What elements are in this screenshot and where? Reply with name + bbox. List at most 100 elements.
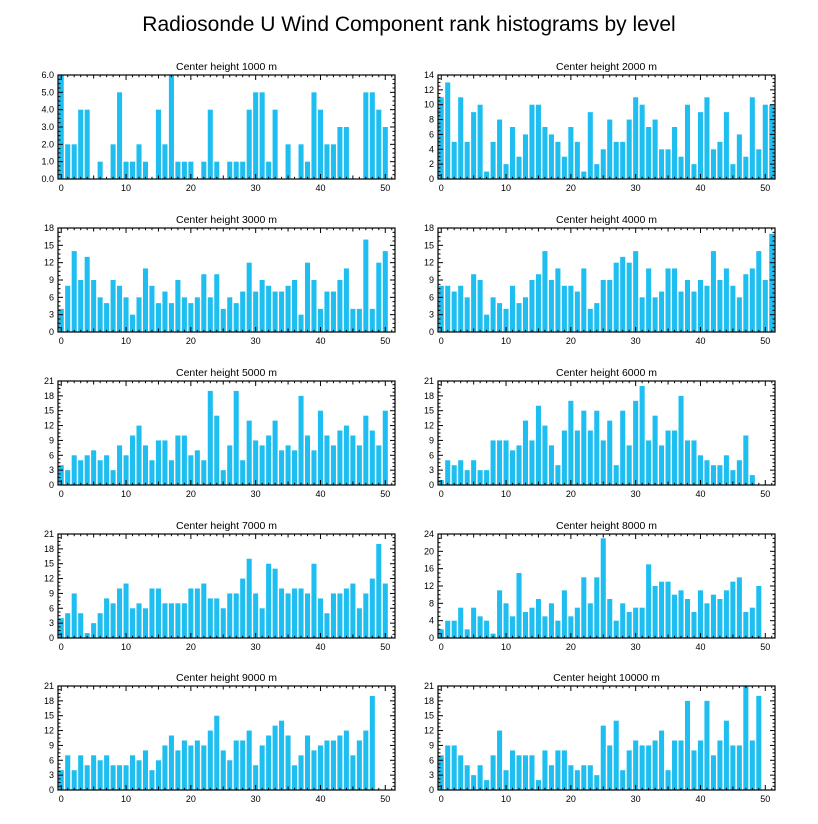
bar: [678, 395, 684, 485]
x-tick-label: 30: [251, 642, 261, 652]
y-tick-label: 16: [424, 564, 434, 574]
bar: [503, 770, 509, 790]
bar: [471, 274, 477, 332]
bar: [542, 127, 548, 179]
bar: [555, 465, 561, 485]
bar: [600, 538, 606, 638]
bar: [646, 564, 652, 638]
bar: [194, 740, 200, 790]
bar: [130, 608, 136, 638]
bar: [227, 445, 233, 485]
bar: [743, 686, 749, 790]
bar: [155, 303, 161, 332]
bar: [272, 420, 278, 485]
bar: [330, 445, 336, 485]
bar: [136, 603, 142, 638]
x-tick-label: 40: [695, 642, 705, 652]
bar: [659, 149, 665, 179]
bar: [194, 588, 200, 638]
bar: [607, 280, 613, 332]
bar: [337, 593, 343, 638]
y-tick-label: 24: [424, 529, 434, 539]
bar: [162, 603, 168, 638]
x-tick-label: 40: [695, 794, 705, 804]
bar: [168, 75, 174, 179]
x-tick-label: 20: [186, 183, 196, 193]
bar: [477, 616, 483, 638]
x-tick-label: 40: [315, 642, 325, 652]
bar: [691, 612, 697, 638]
bar: [529, 607, 535, 638]
bar: [587, 112, 593, 179]
bar: [91, 755, 97, 790]
bar: [633, 97, 639, 179]
y-tick-label: 12: [44, 421, 54, 431]
bar: [704, 700, 710, 790]
bar: [626, 445, 632, 485]
bar: [317, 598, 323, 638]
bar: [207, 390, 213, 485]
bar: [266, 735, 272, 790]
y-tick-label: 6: [49, 292, 54, 302]
bar: [600, 280, 606, 332]
y-tick-label: 0: [49, 633, 54, 643]
bar: [464, 629, 470, 638]
bar: [620, 603, 626, 638]
x-tick-label: 0: [59, 642, 64, 652]
y-tick-label: 2.0: [41, 139, 54, 149]
bar: [743, 274, 749, 332]
bar: [626, 750, 632, 790]
bar: [730, 745, 736, 790]
bar: [710, 755, 716, 790]
bar: [240, 161, 246, 179]
bar: [717, 280, 723, 332]
y-tick-label: 18: [424, 696, 434, 706]
bar: [723, 455, 729, 485]
bar: [220, 308, 226, 332]
y-tick-label: 6: [429, 129, 434, 139]
bar: [542, 425, 548, 485]
bar: [104, 755, 110, 790]
bar: [343, 588, 349, 638]
bar: [142, 268, 149, 332]
bar: [522, 420, 529, 485]
bar: [175, 435, 181, 485]
bar: [246, 109, 252, 179]
x-tick-label: 20: [566, 794, 576, 804]
bar: [451, 620, 457, 638]
bar: [181, 435, 187, 485]
bar: [240, 460, 246, 485]
bar: [350, 435, 356, 485]
bar: [484, 470, 490, 485]
x-tick-label: 0: [439, 794, 444, 804]
bar: [458, 285, 464, 332]
bar: [613, 141, 619, 179]
bar: [600, 149, 606, 179]
bar: [730, 285, 736, 332]
bar: [324, 435, 330, 485]
x-tick-label: 30: [251, 794, 261, 804]
y-tick-label: 21: [44, 529, 54, 539]
bar: [181, 603, 187, 638]
x-tick-label: 40: [695, 336, 705, 346]
chart-panel: Center height 6000 m 0 10 20 30 40 50 0 3 6 9 12 15 1…: [424, 367, 776, 499]
bar: [266, 563, 272, 638]
bar: [266, 285, 272, 332]
bar: [594, 303, 600, 332]
y-tick-label: 21: [44, 376, 54, 386]
bar: [382, 583, 388, 638]
y-tick-label: 12: [424, 258, 434, 268]
chart-panel: Center height 9000 m 0 10 20 30 40 50 0 3 6 9 12 15 1…: [44, 672, 396, 804]
x-tick-label: 0: [439, 642, 444, 652]
bar: [181, 740, 187, 790]
x-tick-label: 20: [186, 489, 196, 499]
bar: [117, 765, 123, 790]
bar: [363, 92, 369, 179]
bar: [350, 583, 356, 638]
bar: [214, 274, 220, 332]
bar: [123, 765, 129, 790]
bar: [188, 303, 194, 332]
chart-panel: Center height 10000 m 0 10 20 30 40 50 0 3 6 9 12 15…: [424, 672, 776, 804]
bar: [723, 268, 729, 332]
y-tick-label: 4: [429, 144, 434, 154]
